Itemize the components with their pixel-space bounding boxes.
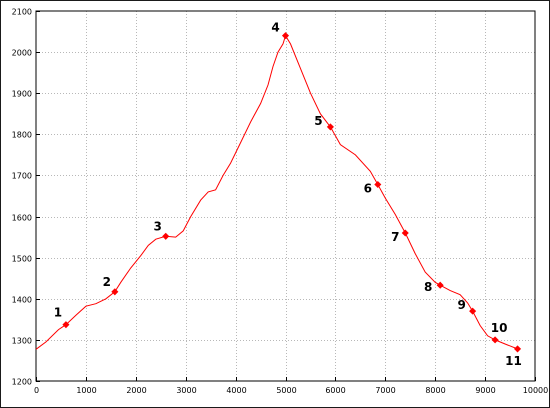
waypoint-label: 5: [314, 114, 322, 128]
waypoint-marker: [491, 336, 499, 344]
waypoint-label: 9: [457, 298, 465, 312]
x-tick-label: 0: [34, 386, 39, 395]
waypoint-marker: [162, 232, 170, 240]
y-tick-label: 1200: [12, 378, 32, 387]
plot-border: [35, 10, 536, 382]
grid-layer: [36, 11, 535, 381]
waypoint-label: 7: [391, 230, 399, 244]
waypoint-marker: [281, 32, 290, 40]
waypoint-label: 2: [103, 275, 111, 289]
waypoint-label: 1: [54, 306, 62, 320]
waypoint-label: 10: [491, 321, 508, 335]
waypoint-label: 11: [505, 354, 522, 368]
x-tick-label: 4000: [226, 386, 246, 395]
waypoint-marker: [111, 288, 119, 296]
y-tick-label: 2100: [12, 8, 32, 17]
y-tick-label: 1900: [12, 90, 32, 99]
waypoint-label: 8: [424, 280, 432, 294]
waypoint-marker: [513, 345, 522, 353]
x-tick-label: 9000: [475, 386, 495, 395]
y-tick-label: 1300: [12, 337, 32, 346]
waypoint-label: 6: [364, 181, 372, 195]
series-line: [35, 34, 518, 350]
y-tick-label: 1800: [12, 131, 32, 140]
waypoint-marker: [436, 281, 444, 289]
x-tick-label: 8000: [425, 386, 445, 395]
waypoint-marker: [374, 180, 382, 189]
waypoint-label: 3: [154, 219, 162, 233]
x-tick-label: 1000: [76, 386, 96, 395]
y-tick-label: 1700: [12, 172, 32, 181]
y-tick-label: 1500: [12, 255, 32, 264]
tick-layer: 0 1000 2000 3000 4000 5000 6000 7000 8000 9000 100…: [12, 8, 549, 396]
marker-layer: 1 2 3 4 5 6 7 8 9 10 11: [54, 21, 522, 368]
x-tick-label: 6000: [325, 386, 345, 395]
y-tick-label: 1600: [12, 214, 32, 223]
waypoint-marker: [469, 307, 477, 315]
x-tick-label: 5000: [276, 386, 296, 395]
waypoint-marker: [401, 229, 409, 237]
x-tick-label: 10000: [523, 386, 548, 395]
waypoint-marker: [326, 123, 334, 131]
waypoint-label: 4: [271, 21, 279, 35]
y-tick-label: 2000: [12, 49, 32, 58]
y-tick-label: 1400: [12, 296, 32, 305]
x-tick-label: 2000: [126, 386, 146, 395]
x-tick-label: 3000: [176, 386, 196, 395]
waypoint-marker: [62, 321, 70, 329]
x-tick-label: 7000: [375, 386, 395, 395]
